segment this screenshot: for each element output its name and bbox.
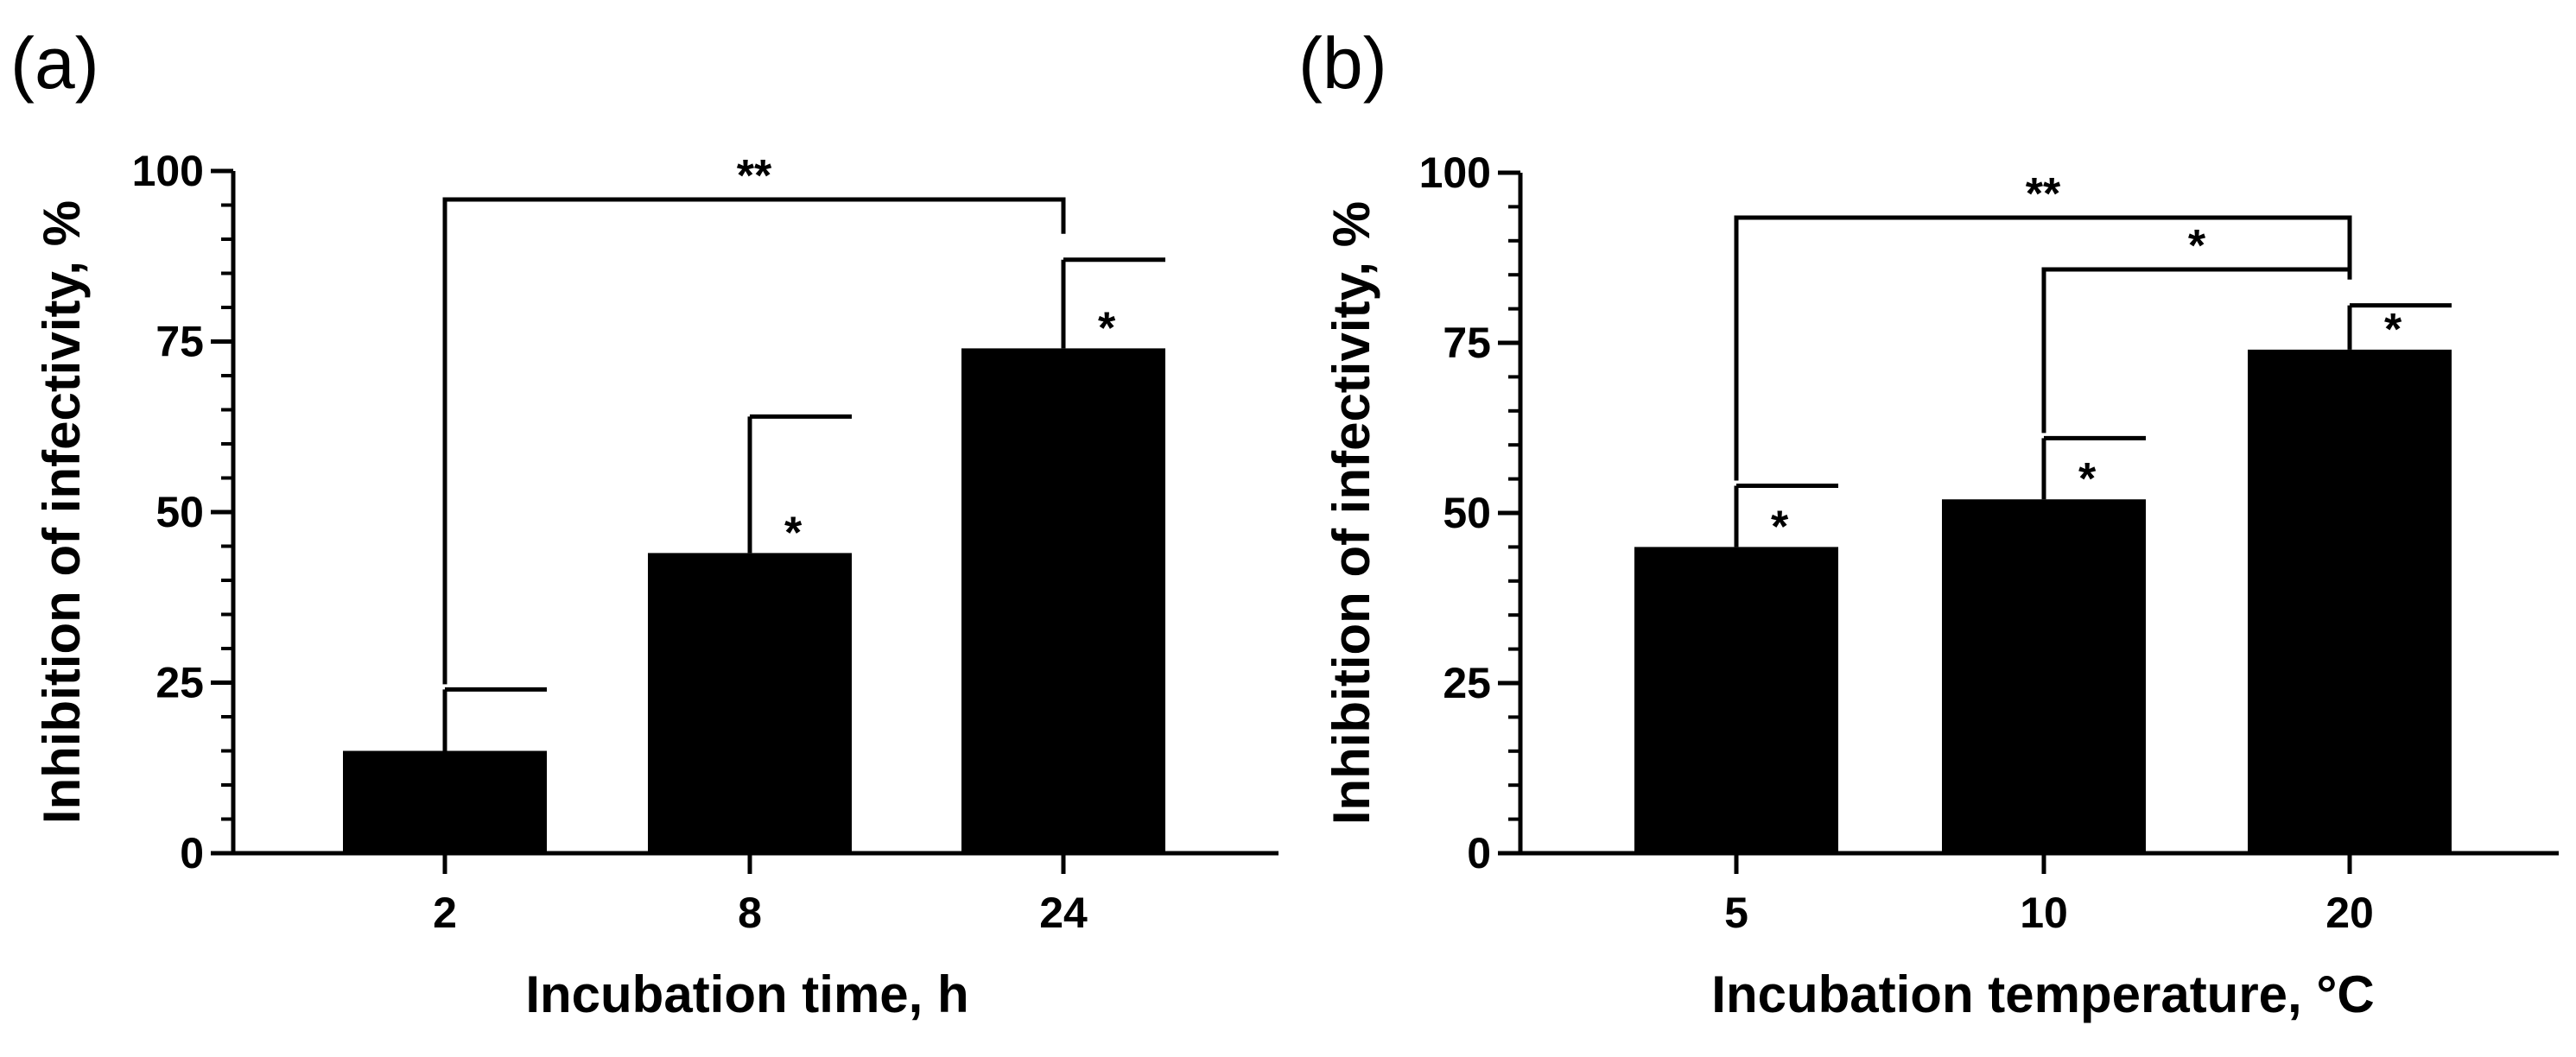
y-tick-label: 100 (132, 147, 204, 195)
bar (2248, 349, 2452, 853)
bracket-label: ** (737, 151, 772, 201)
significance-bracket (2041, 267, 2352, 434)
x-tick-label: 20 (2325, 889, 2374, 937)
x-axis-title: Incubation time, h (525, 965, 968, 1023)
panel-label: (b) (1298, 22, 1387, 104)
bracket-label: ** (2026, 169, 2061, 219)
significance-bracket (1734, 215, 2352, 481)
panel-a: (a) Inhibition of infectivity, % 0 25 50 75 10… (10, 22, 1278, 1023)
y-tick-label: 100 (1419, 149, 1491, 197)
bar (343, 750, 547, 853)
y-tick-label: 25 (1443, 659, 1491, 707)
y-tick-label: 0 (1467, 829, 1491, 877)
x-tick-label: 8 (738, 889, 762, 937)
bar (1634, 547, 1838, 853)
x-axis-title: Incubation temperature, °C (1711, 965, 2374, 1023)
significance-star: * (1098, 303, 1116, 353)
significance-star: * (784, 508, 803, 558)
bar (961, 348, 1165, 853)
bracket-label: * (2188, 221, 2206, 271)
panel-b: (b) Inhibition of infectivity, % 0 25 50 75 10… (1298, 22, 2559, 1023)
y-tick-label: 50 (155, 488, 204, 536)
y-tick-label: 75 (155, 318, 204, 366)
bar (1942, 499, 2146, 853)
x-tick-label: 2 (433, 889, 457, 937)
significance-star: * (2384, 305, 2402, 355)
x-tick-label: 24 (1039, 889, 1088, 937)
x-tick-label: 10 (2020, 889, 2068, 937)
significance-star: * (1771, 502, 1789, 552)
significance-bracket (442, 197, 1066, 685)
panel-label: (a) (10, 22, 99, 104)
significance-star: * (2078, 454, 2097, 504)
y-axis-title: Inhibition of infectivity, % (33, 200, 91, 824)
y-tick-label: 75 (1443, 319, 1491, 367)
bar (648, 553, 852, 853)
y-tick-label: 50 (1443, 489, 1491, 537)
y-axis-title: Inhibition of infectivity, % (1323, 201, 1380, 825)
y-tick-label: 25 (155, 659, 204, 707)
x-tick-label: 5 (1724, 889, 1748, 937)
y-tick-label: 0 (180, 829, 204, 877)
